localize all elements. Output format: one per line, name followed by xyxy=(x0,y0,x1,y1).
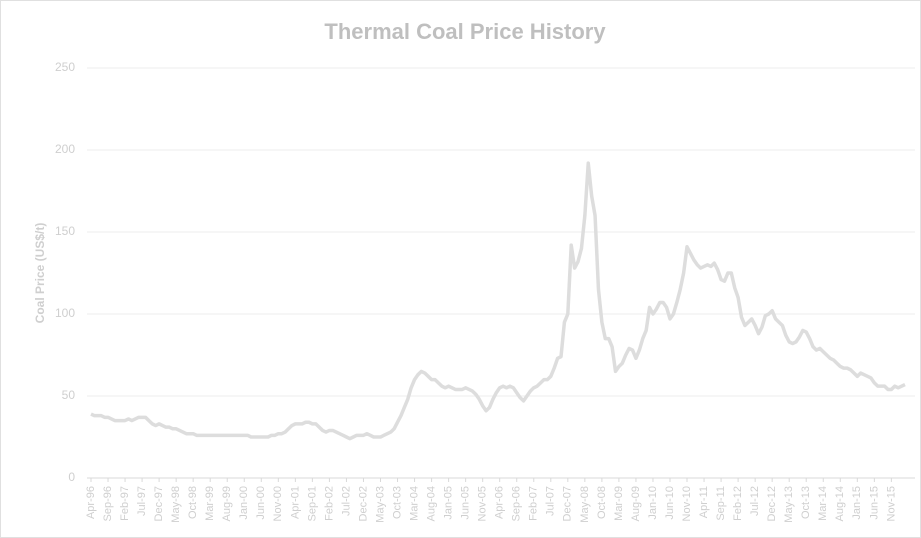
x-tick-label: Jan-15 xyxy=(851,486,863,520)
x-tick-label: Jul-07 xyxy=(545,486,557,516)
x-tick-label: Aug-14 xyxy=(834,486,846,521)
x-tick-label: Oct-08 xyxy=(596,486,608,519)
x-tick-label: Feb-12 xyxy=(732,486,744,521)
x-tick-label: Apr-96 xyxy=(85,486,97,519)
x-tick-label: May-13 xyxy=(783,486,795,523)
y-tick-label: 150 xyxy=(55,224,75,238)
x-tick-label: Mar-14 xyxy=(817,486,829,521)
x-tick-label: Oct-13 xyxy=(800,486,812,519)
y-tick-label: 200 xyxy=(55,142,75,156)
x-tick-label: Dec-02 xyxy=(357,486,369,521)
x-tick-label: Sep-06 xyxy=(511,486,523,521)
x-tick-label: Mar-04 xyxy=(408,486,420,521)
y-tick-label: 50 xyxy=(62,388,76,402)
x-tick-label: Nov-15 xyxy=(885,486,897,521)
x-tick-label: May-98 xyxy=(170,486,182,523)
x-tick-label: Jun-00 xyxy=(255,486,267,520)
x-tick-label: Sep-11 xyxy=(715,486,727,521)
y-tick-label: 250 xyxy=(55,60,75,74)
x-tick-label: Feb-07 xyxy=(528,486,540,521)
x-tick-label: Jun-10 xyxy=(664,486,676,520)
x-tick-label: Mar-09 xyxy=(613,486,625,521)
x-tick-label: Apr-01 xyxy=(289,486,301,519)
x-tick-label: Jun-05 xyxy=(460,486,472,520)
x-tick-label: Sep-01 xyxy=(306,486,318,521)
x-tick-label: Aug-09 xyxy=(630,486,642,521)
x-tick-label: Jul-02 xyxy=(340,486,352,516)
x-tick-label: Apr-06 xyxy=(494,486,506,519)
y-tick-label: 0 xyxy=(68,470,75,484)
x-tick-label: Nov-10 xyxy=(681,486,693,521)
x-tick-label: Dec-07 xyxy=(562,486,574,521)
x-tick-label: May-08 xyxy=(579,486,591,523)
x-tick-label: Feb-97 xyxy=(119,486,131,521)
x-tick-label: Oct-03 xyxy=(391,486,403,519)
y-tick-label: 100 xyxy=(55,306,75,320)
x-tick-label: Nov-05 xyxy=(477,486,489,521)
x-tick-label: Nov-00 xyxy=(272,486,284,521)
x-tick-label: May-03 xyxy=(374,486,386,523)
x-tick-label: Dec-12 xyxy=(766,486,778,521)
x-tick-label: Jun-15 xyxy=(868,486,880,520)
x-tick-label: Jan-00 xyxy=(238,486,250,520)
x-tick-label: Jan-10 xyxy=(647,486,659,520)
y-axis-label: Coal Price (US$/t) xyxy=(33,223,47,324)
x-tick-label: Apr-11 xyxy=(698,486,710,518)
x-tick-label: Dec-97 xyxy=(153,486,165,521)
x-tick-label: Feb-02 xyxy=(323,486,335,521)
x-tick-label: Jul-12 xyxy=(749,486,761,516)
x-tick-label: Mar-99 xyxy=(204,486,216,521)
chart-title: Thermal Coal Price History xyxy=(324,19,606,44)
x-tick-label: Sep-96 xyxy=(102,486,114,521)
x-tick-label: Aug-04 xyxy=(425,486,437,521)
price-line xyxy=(90,161,906,441)
x-tick-label: Jan-05 xyxy=(443,486,455,520)
x-tick-label: Oct-98 xyxy=(187,486,199,519)
x-tick-label: Jul-97 xyxy=(136,486,148,516)
x-tick-label: Aug-99 xyxy=(221,486,233,521)
